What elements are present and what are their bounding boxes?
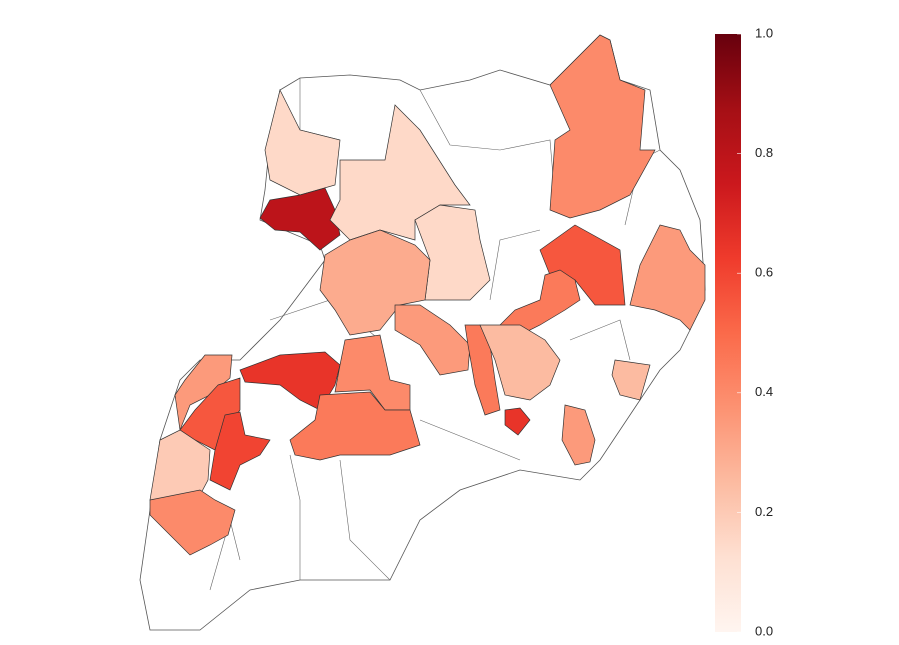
region xyxy=(209,411,271,491)
region xyxy=(504,407,531,436)
region xyxy=(319,229,431,336)
region xyxy=(549,34,656,219)
colorbar-tick-label: 0.4 xyxy=(755,384,773,399)
colorbar xyxy=(715,34,741,632)
region xyxy=(174,354,233,432)
regions xyxy=(149,34,706,556)
region xyxy=(629,224,706,331)
region xyxy=(499,269,581,336)
region xyxy=(289,391,421,461)
colorbar-tick-label: 0.2 xyxy=(755,504,773,519)
region xyxy=(561,404,596,466)
region xyxy=(479,324,561,401)
region xyxy=(394,304,471,376)
region xyxy=(611,359,651,401)
colorbar-tick-label: 0.0 xyxy=(755,623,773,638)
colorbar-tick-label: 1.0 xyxy=(755,25,773,40)
colorbar-tick-label: 0.8 xyxy=(755,145,773,160)
colorbar-tick-label: 0.6 xyxy=(755,265,773,280)
region xyxy=(259,187,341,251)
region xyxy=(149,489,236,556)
region xyxy=(149,429,211,501)
colorbar-ticks: 0.0 0.2 0.4 0.6 0.8 1.0 xyxy=(737,25,773,638)
